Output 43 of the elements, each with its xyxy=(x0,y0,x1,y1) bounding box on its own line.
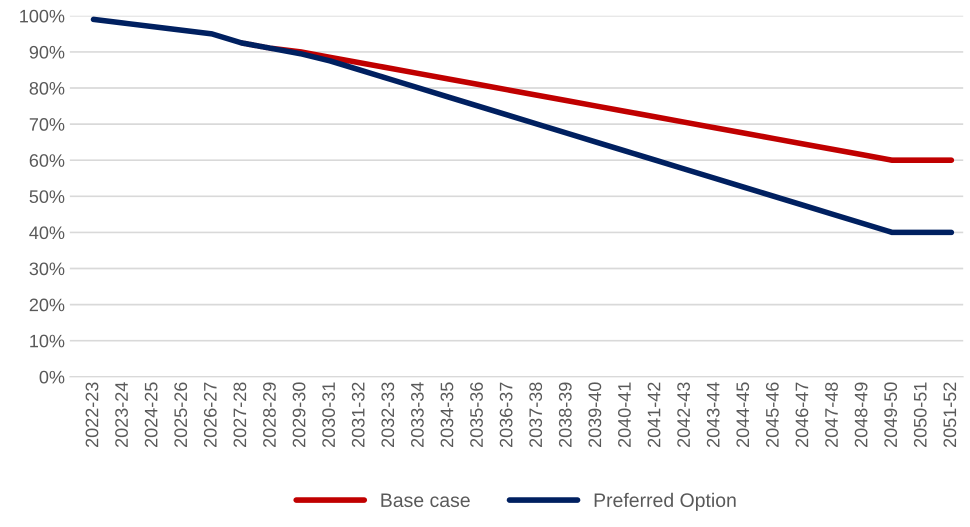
x-tick-label: 2036-37 xyxy=(500,382,512,448)
x-tick-label: 2044-45 xyxy=(736,382,750,448)
x-tick-label: 2041-42 xyxy=(648,382,660,448)
y-tick-label: 50% xyxy=(30,190,64,204)
x-tick-label: 2048-49 xyxy=(854,382,868,448)
y-tick-label: 0% xyxy=(40,370,64,384)
x-tick-label: 2033-34 xyxy=(410,382,424,448)
x-tick-label: 2027-28 xyxy=(233,382,246,448)
x-tick-label: 2037-38 xyxy=(529,382,542,448)
x-tick-label: 2031-32 xyxy=(352,382,365,448)
y-tick-label: 40% xyxy=(29,226,64,240)
x-tick-label: 2039-40 xyxy=(588,382,602,448)
x-tick-label: 2032-33 xyxy=(381,382,394,448)
x-tick-label: 2023-24 xyxy=(115,382,128,448)
x-tick-label: 2022-23 xyxy=(86,382,98,448)
x-tick-label: 2046-47 xyxy=(796,382,808,448)
x-tick-label: 2051-52 xyxy=(943,382,956,448)
x-tick-label: 2047-48 xyxy=(825,382,838,448)
y-tick-label: 90% xyxy=(30,46,64,59)
y-tick-label: 30% xyxy=(30,262,64,276)
x-tick-label: 2024-25 xyxy=(144,382,158,448)
x-tick-label: 2045-46 xyxy=(766,382,779,448)
x-tick-label: 2030-31 xyxy=(322,382,336,448)
x-tick-label: 2040-41 xyxy=(618,382,631,448)
x-tick-label: 2050-51 xyxy=(914,382,927,448)
x-tick-label: 2038-39 xyxy=(558,382,572,448)
x-tick-label: 2028-29 xyxy=(263,382,276,448)
y-tick-label: 10% xyxy=(30,334,64,348)
x-tick-label: 2049-50 xyxy=(884,382,898,448)
legend-label: Preferred Option xyxy=(594,492,736,511)
y-tick-label: 100% xyxy=(20,10,64,23)
x-tick-label: 2029-30 xyxy=(292,382,306,448)
legend-label: Base case xyxy=(381,494,470,508)
x-tick-label: 2043-44 xyxy=(706,382,720,448)
y-tick-label: 20% xyxy=(30,298,64,312)
x-tick-label: 2042-43 xyxy=(677,382,690,448)
x-tick-label: 2035-36 xyxy=(470,382,483,448)
x-tick-label: 2034-35 xyxy=(440,382,454,448)
x-tick-label: 2026-27 xyxy=(204,382,217,448)
y-tick-label: 60% xyxy=(30,154,64,167)
y-tick-label: 70% xyxy=(30,118,64,131)
x-tick-label: 2025-26 xyxy=(174,382,188,448)
y-tick-label: 80% xyxy=(30,82,64,95)
